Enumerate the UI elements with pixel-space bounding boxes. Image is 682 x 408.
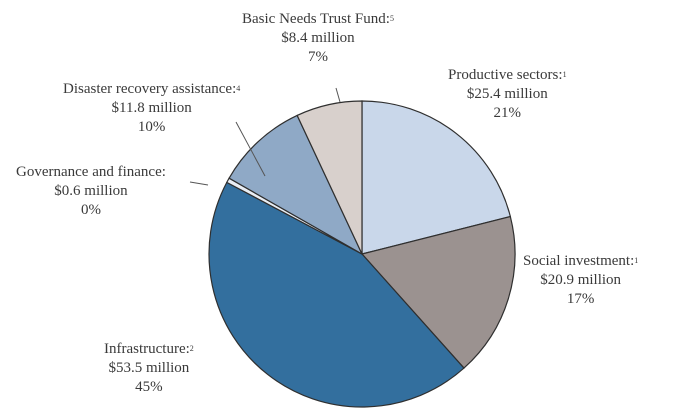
slice-note: 2 — [189, 344, 194, 353]
pie-slice-disaster-recovery-assistance — [228, 114, 364, 256]
slice-note: 1 — [634, 256, 639, 265]
slice-amount: $25.4 million — [466, 86, 548, 102]
slice-name: Infrastructure — [104, 341, 186, 357]
pie-slice-infrastructure — [208, 181, 465, 408]
slice-note: 1 — [562, 70, 567, 79]
slice-amount: $53.5 million — [108, 360, 190, 376]
slice-name: Productive sectors — [448, 67, 559, 83]
slice-percent: 0% — [80, 202, 101, 218]
slice-name: Basic Needs Trust Fund — [242, 11, 386, 27]
pie-slice-productive-sectors — [361, 100, 512, 255]
leader-line — [235, 121, 266, 177]
label-basic-needs-trust-fund: Basic Needs Trust Fund:5 $8.4 million 7% — [242, 11, 394, 65]
leader-line — [335, 87, 341, 103]
slice-note: 4 — [236, 84, 241, 93]
slice-amount: $20.9 million — [540, 272, 622, 288]
slice-amount: $11.8 million — [111, 100, 192, 116]
slice-name: Disaster recovery assistance — [63, 81, 233, 97]
pie-slice-basic-needs-trust-fund — [296, 100, 363, 255]
slice-note: 5 — [389, 14, 394, 23]
slice-percent: 17% — [566, 291, 595, 307]
slice-name: Social investment — [523, 253, 631, 269]
label-governance-and-finance: Governance and finance: $0.6 million 0% — [16, 164, 166, 218]
label-productive-sectors: Productive sectors:1 $25.4 million 21% — [448, 67, 567, 121]
label-disaster-recovery: Disaster recovery assistance:4 $11.8 mil… — [63, 81, 241, 135]
slice-percent: 45% — [135, 379, 163, 395]
slice-name: Governance and finance — [16, 164, 162, 180]
slice-percent: 7% — [307, 49, 328, 65]
label-social-investment: Social investment:1 $20.9 million 17% — [523, 253, 639, 307]
slice-percent: 21% — [493, 105, 522, 121]
leader-line — [189, 181, 209, 186]
label-infrastructure: Infrastructure:2 $53.5 million 45% — [104, 341, 194, 395]
pie-slice-social-investment — [360, 215, 516, 369]
slice-amount: $8.4 million — [281, 30, 355, 46]
slice-percent: 10% — [137, 119, 166, 135]
slice-amount: $0.6 million — [54, 183, 128, 199]
